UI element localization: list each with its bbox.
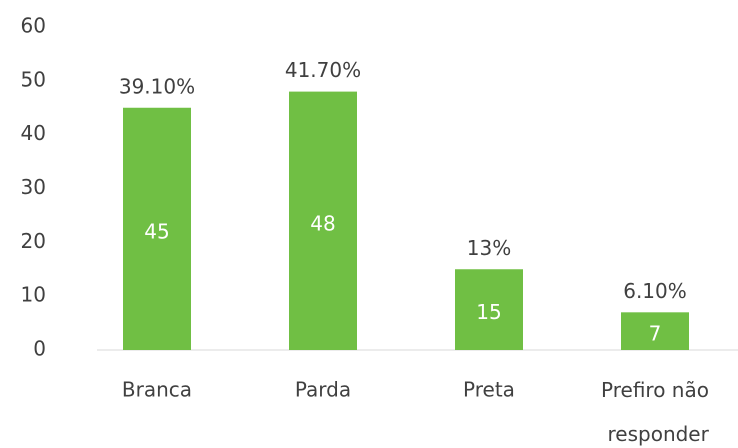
value-label: 7 [649,322,662,346]
x-tick-label: Preta [463,378,515,402]
value-label: 48 [310,211,335,235]
value-label: 15 [476,300,501,324]
y-tick-label: 60 [21,14,46,38]
share-label: 13% [467,236,511,260]
y-tick-label: 0 [33,337,46,361]
bar [123,107,191,350]
share-label: 6.10% [623,279,687,303]
bar [289,91,357,350]
x-tick-label: Parda [295,378,351,402]
y-tick-label: 20 [21,229,46,253]
x-tick-label: Prefiro não responder [601,378,710,446]
x-tick-label: Branca [122,378,192,402]
value-label: 45 [144,219,169,243]
y-tick-label: 50 [21,67,46,91]
bar [621,312,689,350]
share-label: 41.70% [285,58,361,82]
share-label: 39.10% [119,74,195,98]
y-tick-label: 10 [21,283,46,307]
y-tick-label: 30 [21,175,46,199]
y-tick-label: 40 [21,121,46,145]
bar [455,269,523,350]
